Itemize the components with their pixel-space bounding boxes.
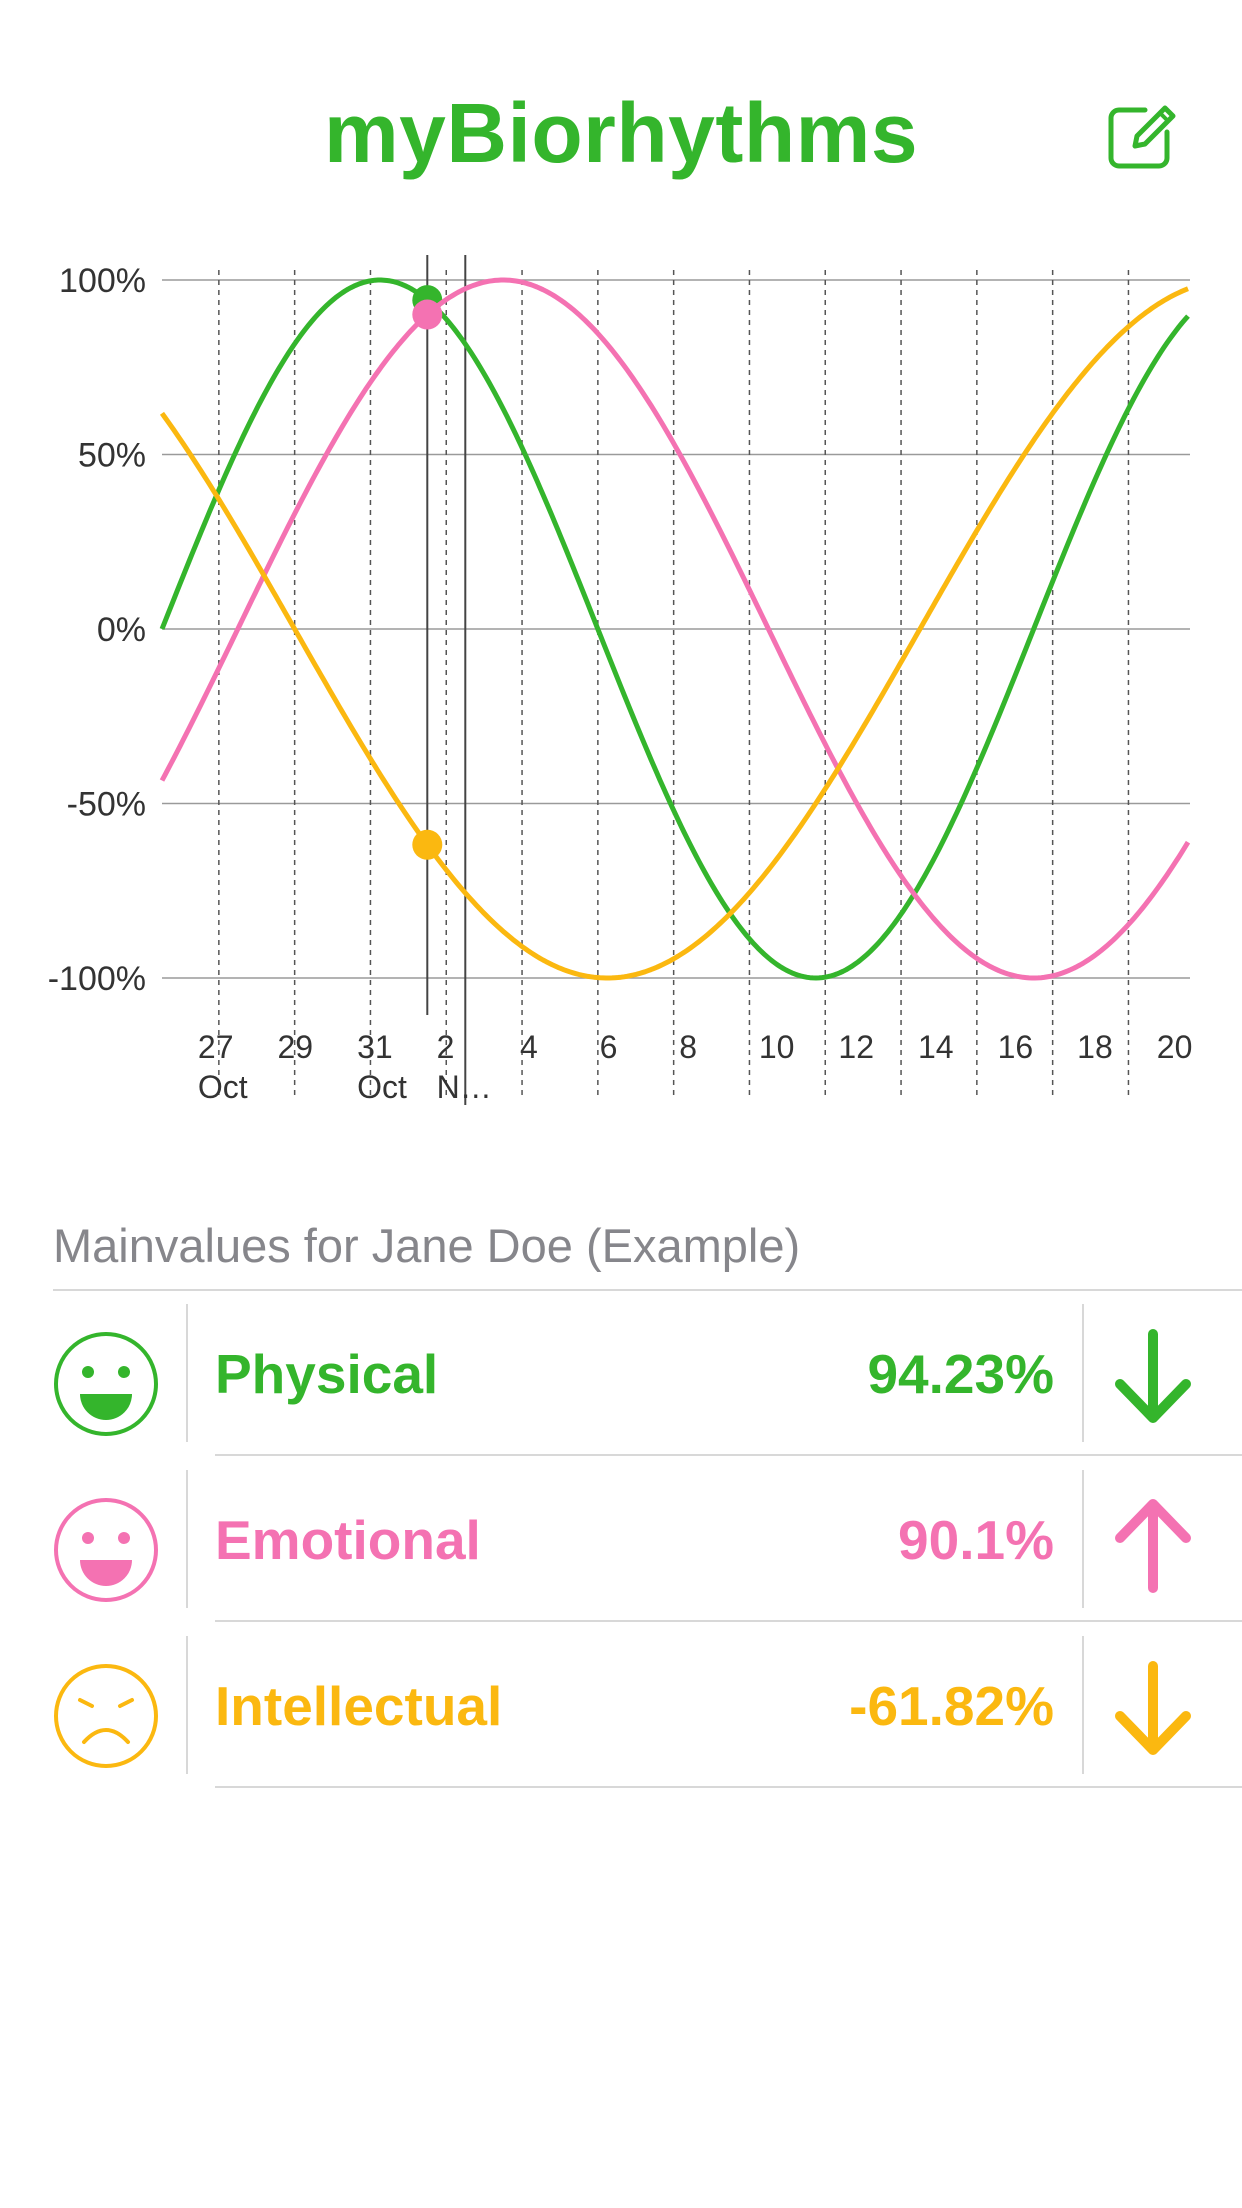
- x-tick-month: Oct: [357, 1069, 407, 1105]
- x-tick-day: 6: [600, 1029, 618, 1065]
- x-tick-day: 14: [918, 1029, 954, 1065]
- x-tick-day: 12: [838, 1029, 874, 1065]
- x-tick-day: 31: [357, 1029, 393, 1065]
- arrow-down-icon: [1108, 1660, 1198, 1760]
- compose-icon: [1108, 105, 1176, 169]
- value-row-intellectual[interactable]: Intellectual -61.82%: [0, 1622, 1242, 1786]
- row-divider: [215, 1620, 1242, 1622]
- x-tick-day: 20: [1157, 1029, 1193, 1065]
- x-tick-day: 16: [998, 1029, 1034, 1065]
- series-line-intellectual: [159, 286, 1189, 981]
- x-tick-day: 29: [277, 1029, 313, 1065]
- row-divider: [215, 1454, 1242, 1456]
- row-label: Emotional: [215, 1509, 481, 1571]
- edit-button[interactable]: [1105, 100, 1177, 172]
- series-line-physical: [159, 277, 1190, 981]
- row-separator: [1082, 1304, 1084, 1442]
- row-value: 90.1%: [898, 1509, 1054, 1571]
- value-row-emotional[interactable]: Emotional 90.1%: [0, 1456, 1242, 1620]
- header-divider: [53, 1289, 1242, 1291]
- happy-face-icon: [52, 1330, 160, 1438]
- value-row-physical[interactable]: Physical 94.23%: [0, 1290, 1242, 1454]
- sad-face-icon: [52, 1662, 160, 1770]
- row-separator: [186, 1304, 188, 1442]
- today-point-emotional: [412, 299, 443, 330]
- row-label: Intellectual: [215, 1675, 503, 1737]
- x-tick-day: 8: [679, 1029, 697, 1065]
- x-tick-day: 10: [759, 1029, 795, 1065]
- x-tick-day: 18: [1077, 1029, 1113, 1065]
- arrow-down-icon: [1108, 1328, 1198, 1428]
- y-tick-label: 0%: [97, 611, 146, 649]
- arrow-up-icon: [1108, 1494, 1198, 1594]
- today-point-intellectual: [412, 829, 443, 860]
- x-tick-day: 4: [520, 1029, 538, 1065]
- row-value: 94.23%: [867, 1343, 1054, 1405]
- row-separator: [1082, 1470, 1084, 1608]
- y-tick-label: 50%: [78, 437, 146, 475]
- row-separator: [1082, 1636, 1084, 1774]
- row-separator: [186, 1470, 188, 1608]
- happy-face-icon: [52, 1496, 160, 1604]
- row-separator: [186, 1636, 188, 1774]
- row-label: Physical: [215, 1343, 439, 1405]
- chart-canvas[interactable]: 100% 50% 0% -50% -100% 27 Oct 29 31 Oct 2 N… 4 6 8 10 12…: [0, 230, 1242, 1130]
- x-tick-day: 27: [198, 1029, 234, 1065]
- section-header: Mainvalues for Jane Doe (Example): [53, 1219, 801, 1272]
- y-tick-label: -100%: [48, 960, 146, 998]
- x-tick-day: 2: [437, 1029, 455, 1065]
- y-tick-label: 100%: [59, 262, 146, 300]
- series-line-emotional: [159, 277, 1191, 981]
- y-tick-label: -50%: [67, 786, 146, 824]
- biorhythm-chart[interactable]: 100% 50% 0% -50% -100% 27 Oct 29 31 Oct 2 N… 4 6 8 10 12…: [0, 230, 1242, 1130]
- x-tick-month: N…: [437, 1069, 492, 1105]
- app-title: myBiorhythms: [323, 86, 919, 180]
- row-divider: [215, 1786, 1242, 1788]
- row-value: -61.82%: [849, 1675, 1054, 1737]
- x-tick-month: Oct: [198, 1069, 248, 1105]
